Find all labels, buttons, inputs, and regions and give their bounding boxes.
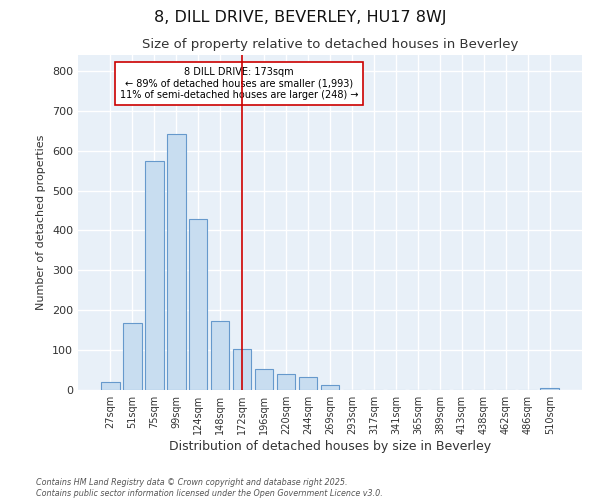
Text: Contains HM Land Registry data © Crown copyright and database right 2025.
Contai: Contains HM Land Registry data © Crown c… [36, 478, 383, 498]
Bar [320, 385, 340, 390]
Bar [101, 382, 119, 390]
Bar [277, 374, 295, 390]
Bar [541, 388, 559, 390]
Bar [299, 377, 317, 390]
Bar [167, 134, 185, 390]
Text: 8 DILL DRIVE: 173sqm
← 89% of detached houses are smaller (1,993)
11% of semi-de: 8 DILL DRIVE: 173sqm ← 89% of detached h… [119, 67, 358, 100]
Y-axis label: Number of detached properties: Number of detached properties [37, 135, 46, 310]
Bar [123, 323, 142, 390]
Text: 8, DILL DRIVE, BEVERLEY, HU17 8WJ: 8, DILL DRIVE, BEVERLEY, HU17 8WJ [154, 10, 446, 25]
Title: Size of property relative to detached houses in Beverley: Size of property relative to detached ho… [142, 38, 518, 51]
Bar [233, 349, 251, 390]
Bar [145, 160, 164, 390]
Bar [255, 370, 274, 390]
X-axis label: Distribution of detached houses by size in Beverley: Distribution of detached houses by size … [169, 440, 491, 453]
Bar [211, 322, 229, 390]
Bar [189, 218, 208, 390]
